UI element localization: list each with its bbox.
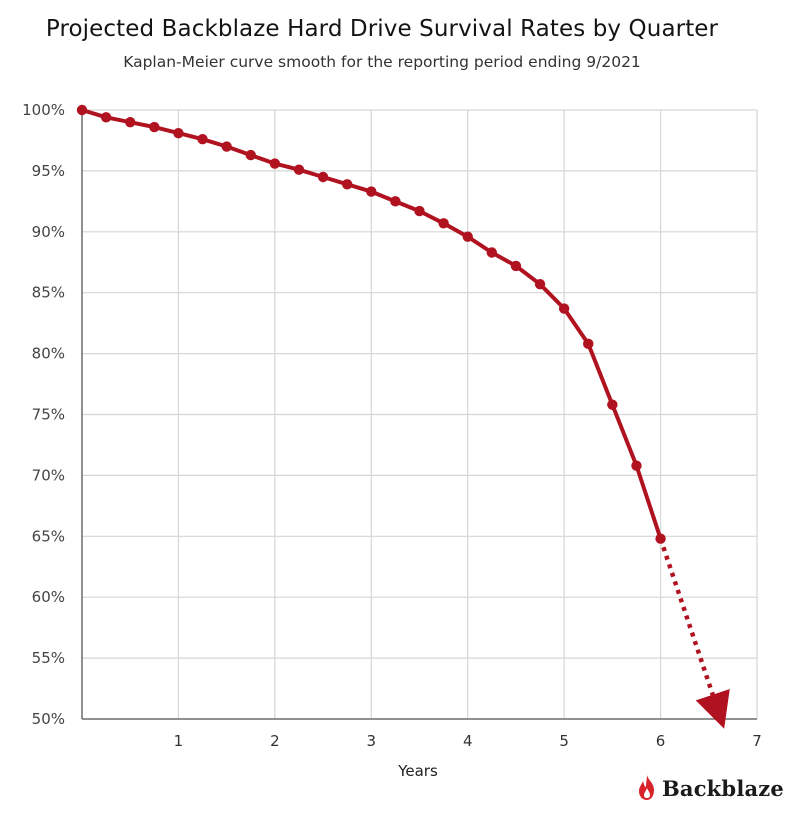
data-point <box>631 460 642 471</box>
data-point <box>366 186 377 197</box>
data-point <box>221 141 232 152</box>
y-tick-label: 70% <box>32 466 65 484</box>
x-axis-label: Years <box>397 762 438 780</box>
y-tick-label: 65% <box>32 527 65 545</box>
axis-layer <box>81 110 757 720</box>
data-point <box>558 303 570 314</box>
data-point <box>655 533 666 544</box>
y-tick-label: 55% <box>32 649 65 667</box>
y-tick-label: 80% <box>32 345 65 363</box>
y-tick-label: 100% <box>22 101 65 119</box>
data-point <box>390 196 401 207</box>
x-tick-label: 7 <box>752 732 762 750</box>
data-point <box>438 218 449 229</box>
data-point <box>245 149 256 161</box>
y-tick-label: 50% <box>32 710 65 728</box>
brand-logo: Backblaze <box>636 774 784 802</box>
data-point <box>462 231 473 242</box>
tick-labels-layer: 100% 95% 90% 85% 80% 75% 70% 65% 60% 55% 50% 1 2 3 4 5 6… <box>22 101 762 750</box>
y-tick-label: 85% <box>32 284 65 302</box>
data-point <box>534 278 546 290</box>
data-point <box>125 116 136 128</box>
data-point <box>100 112 112 123</box>
y-tick-label: 90% <box>32 223 65 241</box>
data-point <box>607 399 618 410</box>
x-tick-label: 1 <box>174 732 184 750</box>
data-point <box>414 205 425 217</box>
y-tick-label: 75% <box>32 406 65 424</box>
data-point <box>269 158 281 169</box>
grid-layer <box>82 109 758 720</box>
projection-dotted-arrow <box>658 538 730 729</box>
flame-logo-icon <box>638 775 654 800</box>
y-tick-label: 95% <box>32 162 65 180</box>
points-layer <box>76 104 666 544</box>
x-tick-label: 6 <box>656 732 666 750</box>
chart-title: Projected Backblaze Hard Drive Survival … <box>45 16 719 42</box>
chart-subtitle: Kaplan-Meier curve smooth for the report… <box>123 53 641 71</box>
data-point <box>486 247 498 258</box>
data-point <box>583 338 594 350</box>
data-point <box>510 260 522 272</box>
brand-name: Backblaze <box>661 775 784 801</box>
data-point <box>341 179 353 190</box>
x-tick-label: 5 <box>559 732 569 750</box>
data-point <box>197 134 208 145</box>
x-tick-label: 3 <box>367 732 377 750</box>
data-point <box>76 104 88 116</box>
data-point <box>293 164 305 175</box>
x-tick-label: 2 <box>270 732 280 750</box>
data-point <box>173 127 184 139</box>
data-point <box>317 171 329 183</box>
data-point <box>149 121 160 133</box>
x-tick-label: 4 <box>463 732 473 750</box>
y-tick-label: 60% <box>32 588 65 606</box>
